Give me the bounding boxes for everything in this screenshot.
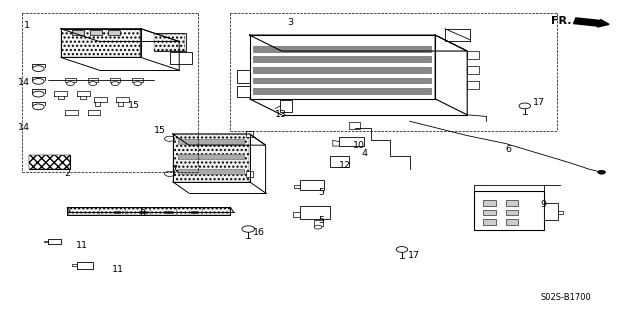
- Circle shape: [111, 82, 119, 85]
- Bar: [165, 211, 172, 213]
- Bar: [280, 100, 292, 112]
- Bar: [72, 30, 84, 35]
- Text: 6: 6: [506, 145, 511, 154]
- Text: 15: 15: [128, 101, 140, 110]
- Bar: [68, 208, 230, 215]
- Bar: [483, 210, 496, 215]
- Bar: [544, 203, 558, 220]
- Bar: [191, 211, 197, 213]
- Text: 12: 12: [339, 161, 351, 170]
- Text: 8: 8: [140, 209, 145, 218]
- Bar: [29, 155, 70, 169]
- Bar: [314, 220, 323, 226]
- Bar: [445, 29, 470, 41]
- Circle shape: [134, 82, 141, 85]
- Bar: [467, 51, 479, 59]
- Circle shape: [67, 82, 74, 85]
- Bar: [178, 169, 244, 174]
- Bar: [253, 46, 431, 52]
- Text: 5: 5: [319, 216, 324, 225]
- Text: 14: 14: [18, 123, 30, 132]
- Text: 2: 2: [64, 169, 70, 178]
- Bar: [349, 122, 360, 129]
- Text: 10: 10: [353, 141, 365, 150]
- Text: 15: 15: [154, 126, 166, 135]
- Bar: [253, 67, 431, 73]
- Bar: [154, 34, 185, 51]
- Text: 11: 11: [112, 265, 124, 274]
- Circle shape: [89, 82, 97, 85]
- FancyArrow shape: [573, 18, 609, 27]
- Bar: [330, 156, 349, 167]
- Bar: [178, 139, 244, 144]
- Bar: [108, 30, 120, 35]
- Bar: [65, 78, 76, 82]
- Circle shape: [598, 170, 605, 174]
- Bar: [90, 30, 102, 35]
- Bar: [506, 200, 518, 206]
- Bar: [140, 211, 146, 213]
- Bar: [300, 206, 330, 219]
- Bar: [61, 29, 140, 57]
- Circle shape: [314, 225, 322, 229]
- Bar: [506, 219, 518, 225]
- Bar: [339, 137, 364, 146]
- Bar: [170, 52, 192, 64]
- Circle shape: [33, 91, 44, 97]
- Bar: [483, 219, 496, 225]
- Bar: [246, 171, 253, 177]
- Text: 1: 1: [24, 21, 30, 30]
- Circle shape: [33, 78, 44, 84]
- Bar: [246, 131, 253, 137]
- Bar: [88, 78, 98, 82]
- Text: 11: 11: [76, 241, 88, 250]
- Text: 13: 13: [275, 110, 287, 119]
- Text: 3: 3: [287, 18, 293, 27]
- Circle shape: [242, 226, 255, 232]
- Text: 14: 14: [18, 78, 30, 87]
- Text: S02S-B1700: S02S-B1700: [541, 293, 591, 302]
- Bar: [29, 155, 70, 169]
- Circle shape: [33, 104, 44, 110]
- Bar: [506, 210, 518, 215]
- Text: 16: 16: [253, 228, 265, 237]
- Bar: [253, 88, 431, 94]
- Bar: [154, 33, 186, 51]
- Text: 9: 9: [541, 200, 547, 209]
- Circle shape: [164, 171, 175, 176]
- Bar: [114, 211, 120, 213]
- Bar: [110, 78, 120, 82]
- Text: FR.: FR.: [551, 16, 572, 26]
- Circle shape: [33, 66, 44, 71]
- Bar: [483, 200, 496, 206]
- Bar: [253, 78, 431, 83]
- Text: 4: 4: [362, 149, 367, 158]
- Bar: [178, 154, 244, 159]
- Bar: [467, 81, 479, 89]
- Circle shape: [519, 103, 531, 109]
- Text: 17: 17: [408, 251, 420, 260]
- Bar: [474, 191, 544, 230]
- Bar: [173, 134, 249, 182]
- Text: 5: 5: [319, 189, 324, 197]
- Bar: [253, 56, 431, 62]
- Bar: [132, 78, 143, 82]
- Bar: [467, 66, 479, 74]
- Text: 7: 7: [172, 165, 177, 174]
- Bar: [300, 180, 324, 190]
- Text: 17: 17: [532, 98, 545, 107]
- Circle shape: [396, 247, 408, 252]
- Circle shape: [164, 136, 175, 141]
